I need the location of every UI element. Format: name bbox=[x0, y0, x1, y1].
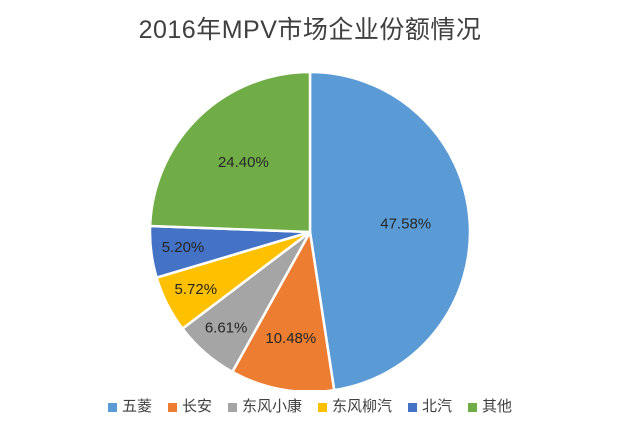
legend-item[interactable]: 东风小康 bbox=[227, 398, 302, 416]
legend-item-label: 其他 bbox=[482, 398, 513, 415]
pie-slice-label: 5.20% bbox=[162, 239, 205, 256]
legend-item[interactable]: 长安 bbox=[167, 398, 212, 416]
pie-slice-label: 5.72% bbox=[175, 281, 218, 298]
legend-swatch-icon bbox=[318, 402, 327, 412]
legend-swatch-icon bbox=[167, 402, 177, 412]
legend-item[interactable]: 其他 bbox=[468, 398, 512, 416]
pie-slice-label: 24.40% bbox=[218, 154, 269, 171]
legend-item-label: 东风小康 bbox=[241, 398, 302, 415]
legend-item-label: 长安 bbox=[181, 398, 212, 415]
pie-slice[interactable] bbox=[148, 70, 312, 234]
pie-slice[interactable] bbox=[308, 70, 472, 390]
chart-legend: 五菱 长安 东风小康 东风柳汽 北汽 其他 bbox=[0, 398, 620, 416]
legend-item[interactable]: 五菱 bbox=[107, 398, 152, 416]
legend-swatch-icon bbox=[408, 402, 418, 412]
chart-title: 2016年MPV市场企业份额情况 bbox=[138, 16, 482, 44]
legend-item-label: 五菱 bbox=[121, 398, 152, 415]
legend-swatch-icon bbox=[107, 402, 117, 412]
legend-swatch-icon bbox=[468, 402, 478, 412]
legend-swatch-icon bbox=[227, 402, 237, 412]
pie-slice[interactable] bbox=[230, 228, 336, 390]
legend-item-label: 北汽 bbox=[422, 398, 453, 415]
legend-item[interactable]: 北汽 bbox=[408, 398, 452, 416]
pie-plot-area: 47.58% 10.48% 6.61% 5.72% 5.20% 24.40% bbox=[0, 60, 620, 390]
pie-slice-label: 47.58% bbox=[380, 216, 431, 233]
pie-slice-label: 10.48% bbox=[265, 330, 316, 347]
legend-item[interactable]: 东风柳汽 bbox=[318, 398, 392, 416]
pie-slice-label: 6.61% bbox=[205, 320, 248, 337]
pie-svg: 47.58% 10.48% 6.61% 5.72% 5.20% 24.40% bbox=[148, 70, 472, 390]
legend-item-label: 东风柳汽 bbox=[332, 398, 393, 415]
